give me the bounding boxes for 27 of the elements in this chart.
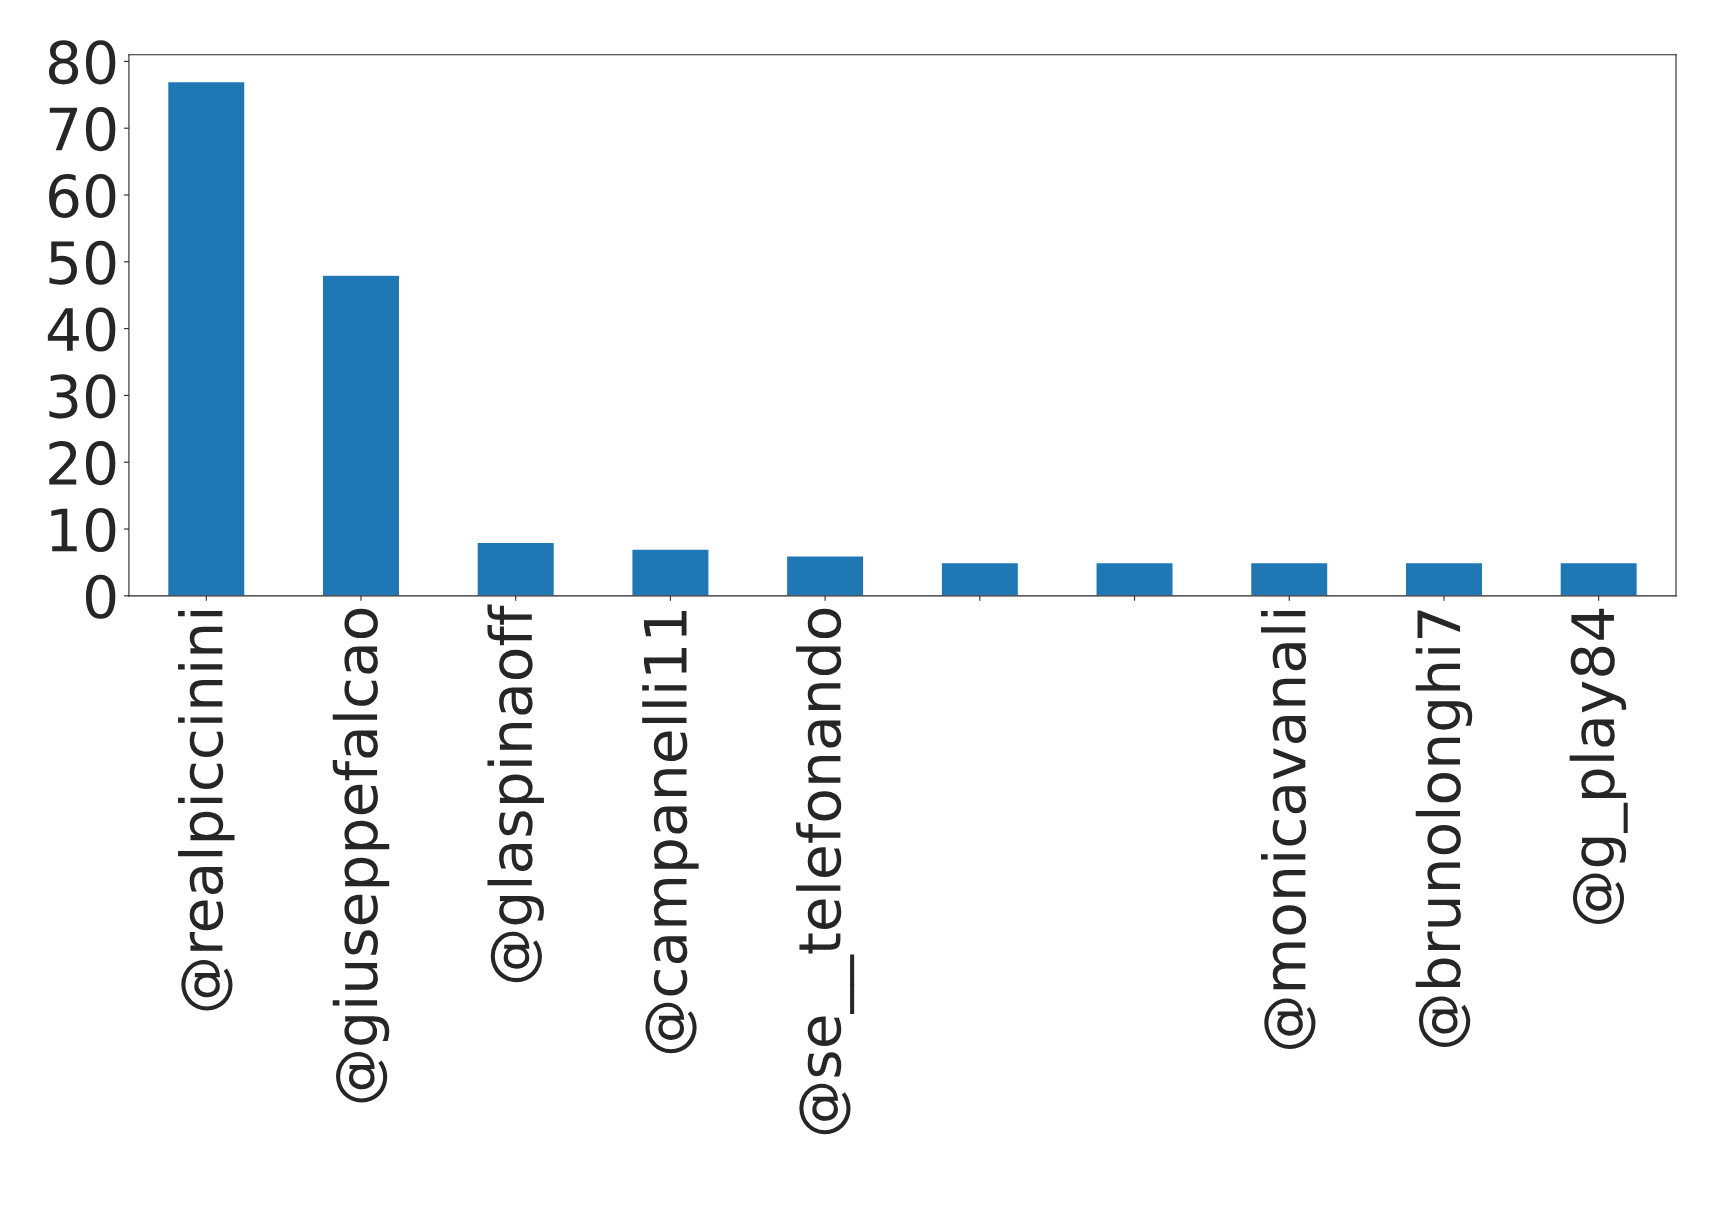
x-tick-label: @brunolonghi7: [1415, 610, 1473, 1047]
y-tick-label: 40: [47, 307, 116, 352]
y-tick-label: 80: [48, 40, 116, 85]
x-tick-label: @realpiccinini: [178, 611, 235, 1011]
bar: [1095, 561, 1174, 596]
y-tick-label: 20: [49, 441, 116, 486]
y-tick-label: 10: [51, 507, 116, 553]
y-tick-label: 70: [49, 107, 116, 152]
y-tick-label: 0: [85, 574, 116, 619]
x-tick-label: @se__telefonando: [796, 608, 855, 1135]
bar: [166, 80, 246, 596]
bar: [785, 555, 865, 596]
x-tick-label: @giuseppefalcao: [332, 608, 390, 1103]
bar: [940, 561, 1020, 596]
y-tick-label: 60: [49, 173, 116, 218]
bar: [321, 274, 401, 596]
x-tick-label: @monicavanali: [1261, 611, 1316, 1049]
bar: [631, 548, 710, 596]
x-tick-label: @g_play84: [1569, 608, 1628, 924]
bar: [1559, 561, 1639, 596]
y-tick-label: 50: [49, 240, 116, 285]
x-tick-label: @glaspinaoff: [487, 604, 544, 983]
bar: [1249, 561, 1329, 596]
y-tick-label: 30: [49, 374, 116, 419]
bar: [476, 541, 556, 596]
bar: [1404, 561, 1484, 596]
x-tick-label: @campanelli11: [642, 610, 699, 1054]
